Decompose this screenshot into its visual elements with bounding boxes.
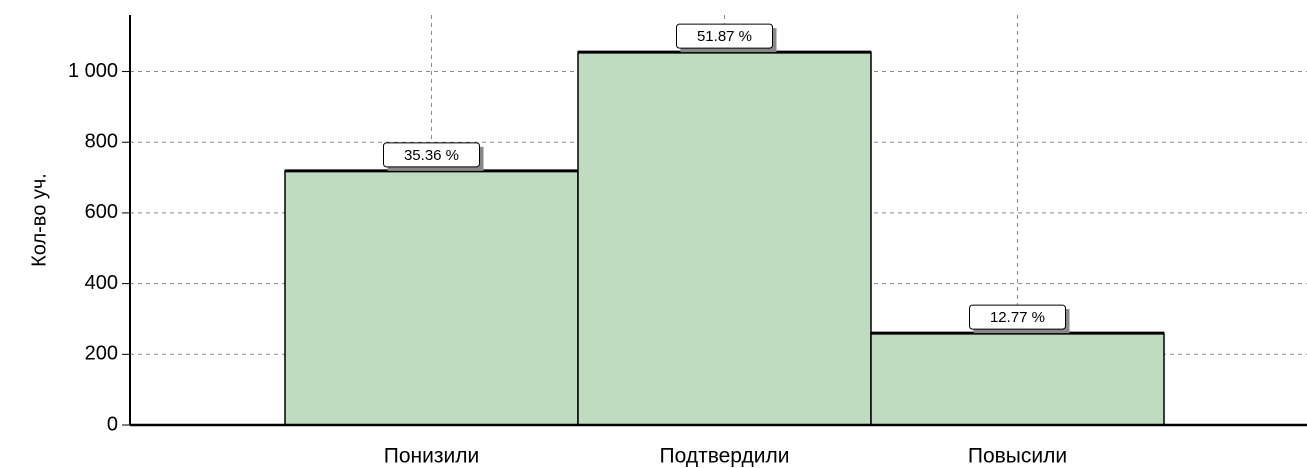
y-tick-label: 0 [107, 413, 118, 435]
data-label: 12.77 % [990, 309, 1045, 326]
y-tick-label: 200 [85, 343, 118, 365]
label-box [383, 142, 480, 168]
label-box [969, 304, 1066, 330]
data-label: 35.36 % [404, 147, 459, 164]
bar [284, 170, 579, 426]
y-axis-label: Кол-во уч. [28, 173, 50, 267]
y-tick-label: 400 [85, 272, 118, 294]
x-tick-label: Понизили [384, 445, 479, 468]
bar [870, 332, 1165, 426]
y-tick-label: 1 000 [68, 60, 118, 82]
x-tick-label: Подтвердили [660, 445, 790, 468]
y-tick-label: 600 [85, 201, 118, 223]
x-tick-label: Повысили [968, 445, 1067, 468]
label-box [676, 23, 773, 49]
bar [577, 51, 872, 426]
data-label: 51.87 % [697, 28, 752, 45]
y-tick-label: 800 [85, 131, 118, 153]
